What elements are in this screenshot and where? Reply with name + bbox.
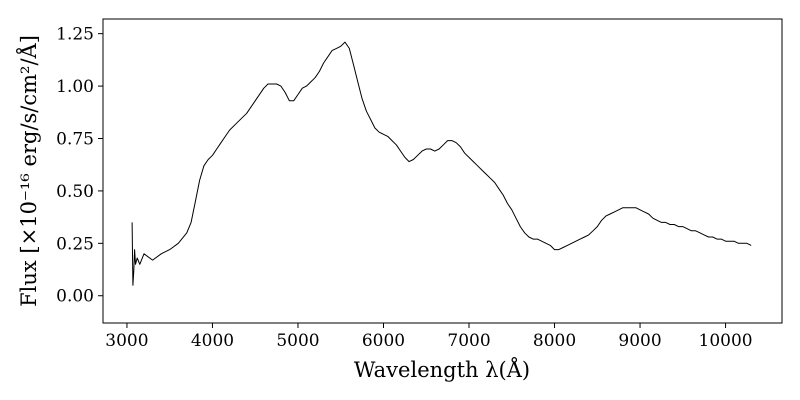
x-tick-label: 5000 [276, 331, 319, 351]
y-tick-label: 0.50 [56, 182, 94, 202]
x-tick-label: 6000 [362, 331, 405, 351]
axes-frame [102, 18, 783, 324]
x-tick-label: 10000 [699, 331, 753, 351]
x-tick-label: 8000 [533, 331, 576, 351]
x-tick-label: 7000 [447, 331, 490, 351]
y-tick-label: 1.00 [56, 77, 94, 97]
x-tick-label: 4000 [191, 331, 234, 351]
y-axis-label: Flux [×10⁻¹⁶ erg/s/cm²/Å] [16, 35, 41, 307]
y-tick-label: 0.25 [56, 234, 94, 254]
x-tick-label: 3000 [105, 331, 148, 351]
x-axis-label: Wavelength λ(Å) [354, 357, 530, 382]
y-tick-label: 1.25 [56, 25, 94, 45]
y-axis: 0.00 0.25 0.50 0.75 1.00 1.25 [56, 25, 103, 307]
x-tick-label: 9000 [618, 331, 661, 351]
spectrum-series [131, 41, 752, 286]
x-axis: 3000 4000 5000 6000 7000 8000 9000 10000 [105, 323, 753, 351]
series-line-0 [131, 41, 752, 286]
y-tick-label: 0.00 [56, 287, 94, 307]
plot-area [102, 18, 783, 324]
y-tick-label: 0.75 [56, 130, 94, 150]
